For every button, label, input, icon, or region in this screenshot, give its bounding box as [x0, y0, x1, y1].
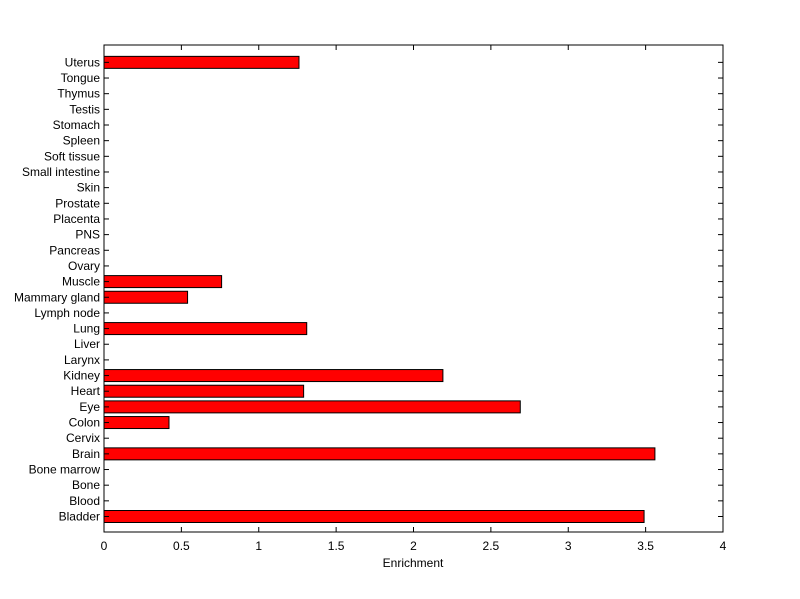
x-tick-label: 0.5: [173, 539, 190, 553]
bar-bladder: [103, 510, 645, 523]
x-tick-label: 2: [410, 539, 417, 553]
x-tick-label: 1.5: [328, 539, 345, 553]
category-label-kidney: Kidney: [63, 369, 100, 383]
bar-kidney: [103, 369, 444, 383]
category-label-uterus: Uterus: [65, 55, 100, 69]
category-label-pns: PNS: [75, 228, 100, 242]
bar-mammary-gland: [103, 290, 189, 304]
category-label-bone: Bone: [72, 478, 100, 492]
x-tick-label: 4: [720, 539, 727, 553]
bar-colon: [103, 416, 170, 430]
plot-frame: [103, 44, 724, 533]
category-label-colon: Colon: [69, 416, 100, 430]
bar-heart: [103, 384, 305, 398]
x-tick-labels: 0 0.5 1 1.5 2 2.5 3 3.5 4: [101, 539, 727, 553]
category-label-tongue: Tongue: [61, 71, 101, 85]
category-label-cervix: Cervix: [66, 431, 100, 445]
category-label-prostate: Prostate: [55, 196, 100, 210]
category-label-eye: Eye: [79, 400, 100, 414]
category-label-skin: Skin: [77, 181, 100, 195]
category-label-bone-marrow: Bone marrow: [29, 463, 101, 477]
category-label-lymph-node: Lymph node: [34, 306, 100, 320]
bar-eye: [103, 400, 521, 414]
category-label-pancreas: Pancreas: [49, 243, 100, 257]
x-tick-label: 3: [565, 539, 572, 553]
category-label-thymus: Thymus: [57, 87, 100, 101]
x-tick-label: 3.5: [637, 539, 654, 553]
category-label-small-intestine: Small intestine: [22, 165, 100, 179]
category-label-larynx: Larynx: [64, 353, 100, 367]
category-label-heart: Heart: [71, 384, 101, 398]
bar-muscle: [103, 275, 223, 289]
category-label-liver: Liver: [74, 337, 100, 351]
category-label-spleen: Spleen: [63, 134, 100, 148]
x-tick-label: 1: [255, 539, 262, 553]
category-label-placenta: Placenta: [53, 212, 100, 226]
category-label-mammary-gland: Mammary gland: [14, 290, 100, 304]
bar-brain: [103, 447, 656, 461]
x-tick-label: 0: [101, 539, 108, 553]
category-label-soft-tissue: Soft tissue: [44, 149, 100, 163]
category-label-brain: Brain: [72, 447, 100, 461]
x-tick-label: 2.5: [483, 539, 500, 553]
category-label-ovary: Ovary: [68, 259, 100, 273]
category-label-bladder: Bladder: [59, 510, 100, 524]
x-axis-title: Enrichment: [383, 556, 444, 570]
bar-lung: [103, 322, 308, 336]
category-label-stomach: Stomach: [53, 118, 100, 132]
category-label-testis: Testis: [69, 102, 100, 116]
category-label-blood: Blood: [69, 494, 100, 508]
category-label-muscle: Muscle: [62, 275, 100, 289]
bar-uterus: [103, 55, 300, 69]
category-label-lung: Lung: [73, 322, 100, 336]
